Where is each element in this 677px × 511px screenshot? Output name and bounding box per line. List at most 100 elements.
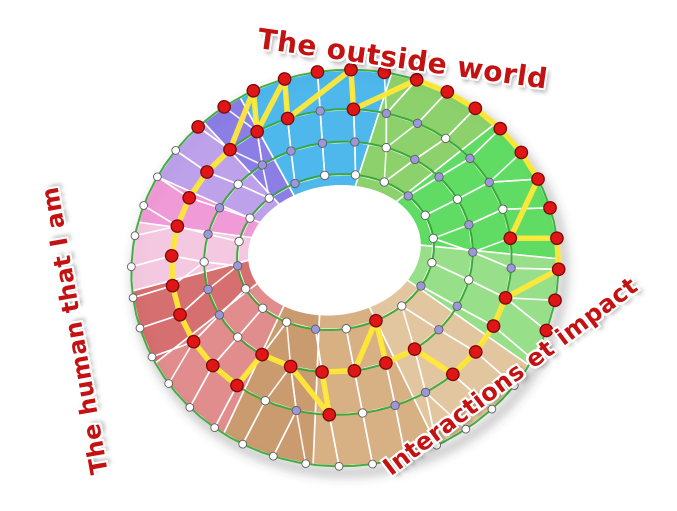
ring-node (506, 263, 516, 273)
red-node (186, 334, 201, 349)
edge (444, 107, 477, 140)
ring-node (135, 323, 145, 333)
edge (414, 137, 447, 161)
red-node (468, 345, 483, 359)
ring-node (234, 236, 244, 247)
edge (264, 365, 292, 402)
edge (207, 233, 240, 243)
edge (488, 151, 523, 184)
edge (416, 91, 449, 125)
edge (218, 288, 247, 316)
ring-node (241, 284, 251, 294)
edge (385, 122, 419, 149)
red-node (217, 99, 232, 114)
ring-node (291, 405, 302, 416)
edge (424, 198, 459, 217)
ring-node (317, 138, 328, 148)
red-node (200, 165, 214, 179)
ring-node (214, 310, 225, 320)
ring-node (245, 213, 255, 223)
red-node (503, 231, 518, 246)
red-node (486, 319, 501, 333)
edge (424, 391, 467, 430)
ring-node (282, 317, 292, 327)
edge (272, 409, 298, 458)
torus-group (126, 62, 568, 478)
edge (420, 285, 459, 308)
ring-node (153, 172, 162, 182)
red-node (445, 367, 460, 382)
red-node (468, 101, 483, 116)
ring-node (381, 108, 392, 119)
red-node (493, 121, 508, 136)
ring-node (487, 404, 497, 414)
red-node (165, 278, 180, 293)
ring-node (147, 352, 157, 362)
ring-node (301, 459, 311, 469)
red-node (255, 347, 269, 362)
edge (218, 206, 251, 219)
red-node (277, 72, 292, 86)
edge (431, 261, 470, 281)
ring-node (484, 177, 494, 187)
edge (400, 305, 440, 331)
ring-node (464, 220, 474, 230)
ring-node (468, 247, 478, 257)
ring-node (128, 293, 138, 303)
ring-node (320, 170, 330, 181)
edge (407, 176, 440, 197)
edge (471, 251, 512, 269)
ring-node (528, 354, 537, 364)
ring-node (233, 332, 243, 342)
edge (504, 297, 556, 302)
edge (285, 321, 292, 368)
red-node (379, 356, 393, 370)
edge (492, 325, 534, 360)
ring-node (199, 257, 209, 267)
red-node (322, 407, 337, 422)
ring-node (264, 193, 274, 203)
edge (319, 110, 324, 145)
red-node (205, 358, 220, 373)
ring-node (403, 191, 413, 201)
edge (474, 351, 516, 387)
red-node (164, 248, 179, 263)
ring-node (171, 146, 181, 155)
edge (452, 373, 493, 410)
edge (468, 208, 504, 226)
ring-node (452, 301, 462, 311)
red-node (170, 219, 185, 233)
ring-node (498, 204, 508, 214)
edge (383, 146, 388, 183)
red-node (377, 65, 392, 80)
ring-node (410, 154, 420, 165)
edge (383, 158, 416, 183)
red-node (346, 102, 361, 117)
ring-node (465, 153, 475, 163)
ring-node (434, 325, 444, 335)
ring-node (164, 379, 174, 388)
red-node (514, 145, 529, 160)
ring-node (416, 281, 426, 291)
edge (290, 150, 296, 185)
ring-node (381, 142, 391, 153)
ring-node (397, 301, 407, 311)
ring-node (350, 137, 360, 147)
edge (289, 365, 298, 412)
edge (241, 399, 267, 445)
red-node (310, 65, 325, 79)
edge (237, 183, 271, 199)
red-node (550, 231, 564, 246)
edge (345, 327, 356, 372)
edge (488, 178, 539, 184)
edge (261, 164, 271, 199)
edge (385, 112, 388, 149)
ring-node (130, 231, 140, 241)
ring-node (286, 146, 296, 156)
ring-node (233, 261, 243, 271)
edge (456, 181, 491, 200)
red-node (191, 120, 205, 134)
edge (413, 348, 427, 394)
